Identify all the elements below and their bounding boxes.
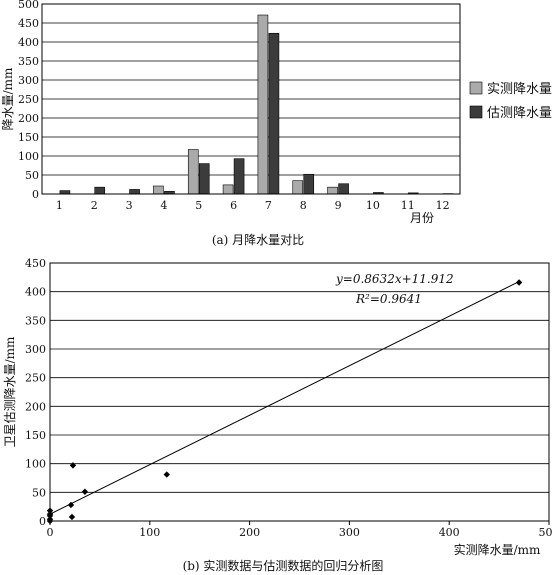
bar-chart-axes bbox=[41, 3, 461, 195]
bar-x-tick-9: 9 bbox=[335, 199, 342, 212]
bar-x-tick-3: 3 bbox=[126, 199, 133, 212]
bar-x-tick-6: 6 bbox=[230, 199, 237, 212]
bar-chart-y-axis-label: 降水量/mm bbox=[1, 67, 15, 130]
bar-x-tick-11: 11 bbox=[401, 199, 415, 212]
scatter-x-tick-3: 300 bbox=[339, 526, 360, 539]
bar-chart-x-ticks: 1 2 3 4 5 6 7 8 9 10 11 12 bbox=[56, 199, 450, 212]
bar-x-tick-4: 4 bbox=[160, 199, 167, 212]
scatter-y-tick-7: 350 bbox=[25, 314, 46, 327]
bar-y-tick-7: 350 bbox=[18, 55, 39, 68]
regression-r-squared: R²=0.9641 bbox=[355, 292, 422, 306]
bar-y-tick-10: 500 bbox=[18, 0, 39, 11]
scatter-y-tick-1: 50 bbox=[32, 486, 46, 499]
bar-measured-9 bbox=[327, 186, 338, 195]
bar-chart-gridlines bbox=[42, 3, 460, 176]
bar-estimated-5 bbox=[198, 163, 210, 195]
bar-chart-x-axis-label: 月份 bbox=[410, 211, 434, 225]
legend-swatch-1 bbox=[469, 105, 483, 119]
bar-measured-8 bbox=[292, 180, 304, 195]
scatter-chart-x-ticks: 0 100 200 300 400 500 bbox=[47, 526, 553, 539]
scatter-point-4 bbox=[46, 507, 54, 514]
bar-estimated-9 bbox=[338, 183, 349, 195]
bar-y-tick-0: 0 bbox=[32, 188, 39, 201]
bar-y-tick-9: 450 bbox=[18, 17, 39, 30]
scatter-point-5 bbox=[67, 501, 75, 509]
scatter-x-tick-1: 100 bbox=[139, 526, 160, 539]
scatter-y-tick-2: 100 bbox=[25, 458, 46, 471]
legend-label-1: 估测降水量 bbox=[487, 106, 552, 121]
bar-y-tick-8: 400 bbox=[18, 36, 39, 49]
bar-estimated-3 bbox=[129, 189, 140, 195]
bar-plot-frame bbox=[41, 3, 461, 195]
scatter-y-tick-8: 400 bbox=[25, 286, 46, 299]
scatter-point-10 bbox=[515, 279, 523, 286]
scatter-point-6 bbox=[68, 513, 76, 521]
legend-label-0: 实测降水量 bbox=[487, 82, 552, 97]
bar-x-tick-5: 5 bbox=[195, 199, 202, 212]
scatter-y-tick-9: 450 bbox=[25, 257, 46, 270]
scatter-x-tick-0: 0 bbox=[47, 526, 54, 539]
scatter-point-7 bbox=[69, 462, 77, 469]
scatter-chart-y-ticks: 0 50 100 150 200 250 300 350 400 450 bbox=[25, 257, 46, 528]
bar-y-tick-5: 250 bbox=[18, 93, 39, 106]
bar-estimated-6 bbox=[233, 158, 245, 195]
bar-estimated-7 bbox=[268, 32, 280, 195]
bar-chart-bars bbox=[59, 14, 454, 195]
bar-chart-caption: (a) 月降水量对比 bbox=[212, 233, 304, 247]
scatter-x-tick-2: 200 bbox=[239, 526, 260, 539]
scatter-point-8 bbox=[81, 488, 89, 495]
bar-chart-y-ticks: 0 50 100 150 200 250 300 350 400 450 500 bbox=[18, 0, 39, 201]
bar-measured-4 bbox=[153, 185, 164, 195]
bar-measured-5 bbox=[187, 149, 199, 195]
bar-x-tick-2: 2 bbox=[91, 199, 98, 212]
bar-x-tick-12: 12 bbox=[436, 199, 450, 212]
legend-swatch-0 bbox=[469, 81, 483, 95]
bar-y-tick-3: 150 bbox=[18, 131, 39, 144]
bar-estimated-1 bbox=[59, 190, 71, 195]
bar-estimated-2 bbox=[94, 186, 106, 195]
scatter-point-3 bbox=[46, 510, 54, 518]
scatter-chart-points bbox=[46, 279, 523, 525]
bar-x-tick-8: 8 bbox=[300, 199, 307, 212]
bar-x-tick-1: 1 bbox=[56, 199, 63, 212]
regression-line bbox=[49, 280, 521, 515]
scatter-x-tick-5: 500 bbox=[539, 526, 553, 539]
scatter-point-1 bbox=[46, 516, 54, 523]
bar-measured-6 bbox=[222, 184, 234, 195]
bar-x-tick-10: 10 bbox=[366, 199, 380, 212]
scatter-x-tick-4: 400 bbox=[439, 526, 460, 539]
scatter-plot-frame bbox=[49, 262, 550, 522]
scatter-y-tick-0: 0 bbox=[39, 515, 46, 528]
scatter-y-tick-5: 250 bbox=[25, 372, 46, 385]
scatter-chart-y-axis-label: 卫星估测降水量/mm bbox=[3, 336, 17, 447]
bar-y-tick-1: 50 bbox=[25, 169, 39, 182]
bar-y-tick-2: 100 bbox=[18, 150, 39, 163]
scatter-y-tick-6: 300 bbox=[25, 343, 46, 356]
bar-x-tick-7: 7 bbox=[265, 199, 272, 212]
scatter-chart-caption: (b) 实测数据与估测数据的回归分析图 bbox=[183, 558, 384, 573]
bar-y-tick-6: 300 bbox=[18, 74, 39, 87]
scatter-chart-x-axis-label: 实测降水量/mm bbox=[454, 542, 541, 557]
scatter-y-tick-3: 150 bbox=[25, 429, 46, 442]
scatter-y-tick-4: 200 bbox=[25, 400, 46, 413]
bar-y-tick-4: 200 bbox=[18, 112, 39, 125]
scatter-point-9 bbox=[163, 471, 170, 478]
regression-equation: y=0.8632x+11.912 bbox=[335, 272, 454, 286]
scatter-chart: 0 50 100 150 200 250 300 350 400 450 0 100 200 300 40… bbox=[3, 257, 553, 573]
bar-measured-7 bbox=[257, 14, 269, 195]
bar-estimated-8 bbox=[303, 173, 315, 195]
scatter-chart-axes bbox=[49, 262, 550, 525]
scatter-chart-gridlines bbox=[50, 262, 549, 493]
